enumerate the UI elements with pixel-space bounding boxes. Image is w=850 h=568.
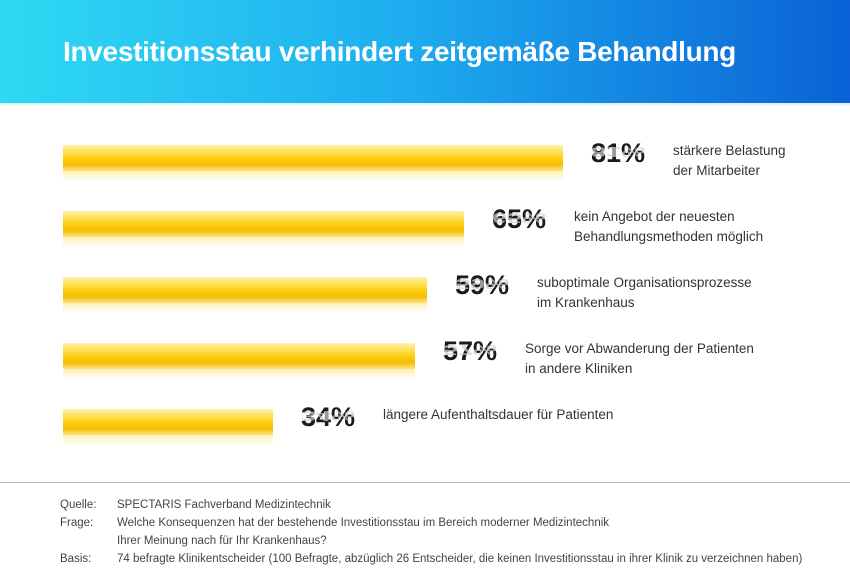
data-label-reflection: 57%	[443, 341, 498, 359]
footer-key: Quelle:	[60, 499, 97, 511]
bar-reflection	[63, 303, 427, 313]
bar-row: 65% 65% kein Angebot der neuesten Behandlun…	[0, 176, 850, 247]
bar-reflection	[63, 237, 464, 247]
bar-row: 34% 34% längere Aufenthaltsdauer für Patie…	[0, 374, 850, 445]
data-label-reflection: 34%	[301, 407, 356, 425]
data-label-reflection: 59%	[455, 275, 510, 293]
category-label: längere Aufenthaltsdauer für Patienten	[383, 405, 613, 425]
category-label: kein Angebot der neuesten Behandlungsmeth…	[574, 207, 763, 247]
footer-value: Welche Konsequenzen hat der bestehende I…	[117, 517, 610, 529]
bar	[63, 409, 273, 435]
chart-title: Investitionsstau verhindert zeitgemäße B…	[63, 36, 736, 67]
footer-divider	[0, 482, 850, 483]
bar-reflection	[63, 171, 563, 181]
footer-value: 74 befragte Klinikentscheider (100 Befra…	[117, 553, 803, 565]
data-label: 59%	[455, 270, 510, 300]
category-label-line: Behandlungsmethoden möglich	[574, 229, 764, 244]
footer-value: Ihrer Meinung nach für Ihr Krankenhaus?	[117, 535, 327, 547]
data-label: 34%	[301, 402, 356, 432]
bar-row: 57% 57% Sorge vor Abwanderung der Patiente…	[0, 308, 850, 379]
bar-reflection	[63, 435, 273, 445]
bar-row: 81% 81% stärkere Belastung der Mitarbeiter	[0, 110, 850, 181]
bar-row: 59% 59% suboptimale Organisationsprozesse i…	[0, 242, 850, 313]
data-label: 81%	[591, 138, 646, 168]
category-label-line: im Krankenhaus	[537, 295, 635, 310]
category-label: Sorge vor Abwanderung der Patienten in an…	[525, 339, 754, 379]
category-label-line: in andere Kliniken	[525, 361, 633, 376]
data-label-reflection: 65%	[492, 209, 547, 227]
bar	[63, 145, 563, 171]
data-label: 57%	[443, 336, 498, 366]
category-label-line: suboptimale Organisationsprozesse	[537, 275, 752, 290]
footer-value: SPECTARIS Fachverband Medizintechnik	[117, 499, 331, 511]
bar-chart: 81% 81% stärkere Belastung der Mitarbeiter 6…	[0, 110, 850, 470]
category-label-line: kein Angebot der neuesten	[574, 209, 735, 224]
category-label: stärkere Belastung der Mitarbeiter	[673, 141, 786, 181]
category-label-line: Sorge vor Abwanderung der Patienten	[525, 341, 754, 356]
footer-key: Frage:	[60, 517, 94, 529]
category-label-line: der Mitarbeiter	[673, 163, 761, 178]
header-divider	[0, 103, 850, 107]
bar	[63, 343, 415, 369]
chart-header: Investitionsstau verhindert zeitgemäße B…	[0, 0, 850, 103]
category-label: suboptimale Organisationsprozesse im Kran…	[537, 273, 752, 313]
data-label-reflection: 81%	[591, 143, 646, 161]
bar-reflection	[63, 369, 415, 379]
category-label-line: längere Aufenthaltsdauer für Patienten	[383, 407, 614, 422]
bar	[63, 277, 427, 303]
footer-key: Basis:	[60, 553, 92, 565]
bar	[63, 211, 464, 237]
category-label-line: stärkere Belastung	[673, 143, 786, 158]
data-label: 65%	[492, 204, 547, 234]
